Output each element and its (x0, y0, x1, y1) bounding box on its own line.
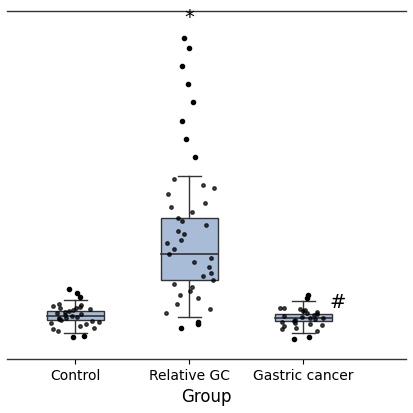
FancyBboxPatch shape (275, 314, 332, 321)
FancyBboxPatch shape (161, 218, 218, 280)
Text: #: # (330, 293, 346, 312)
X-axis label: Group: Group (181, 388, 232, 406)
Text: *: * (185, 8, 195, 27)
FancyBboxPatch shape (47, 311, 104, 320)
